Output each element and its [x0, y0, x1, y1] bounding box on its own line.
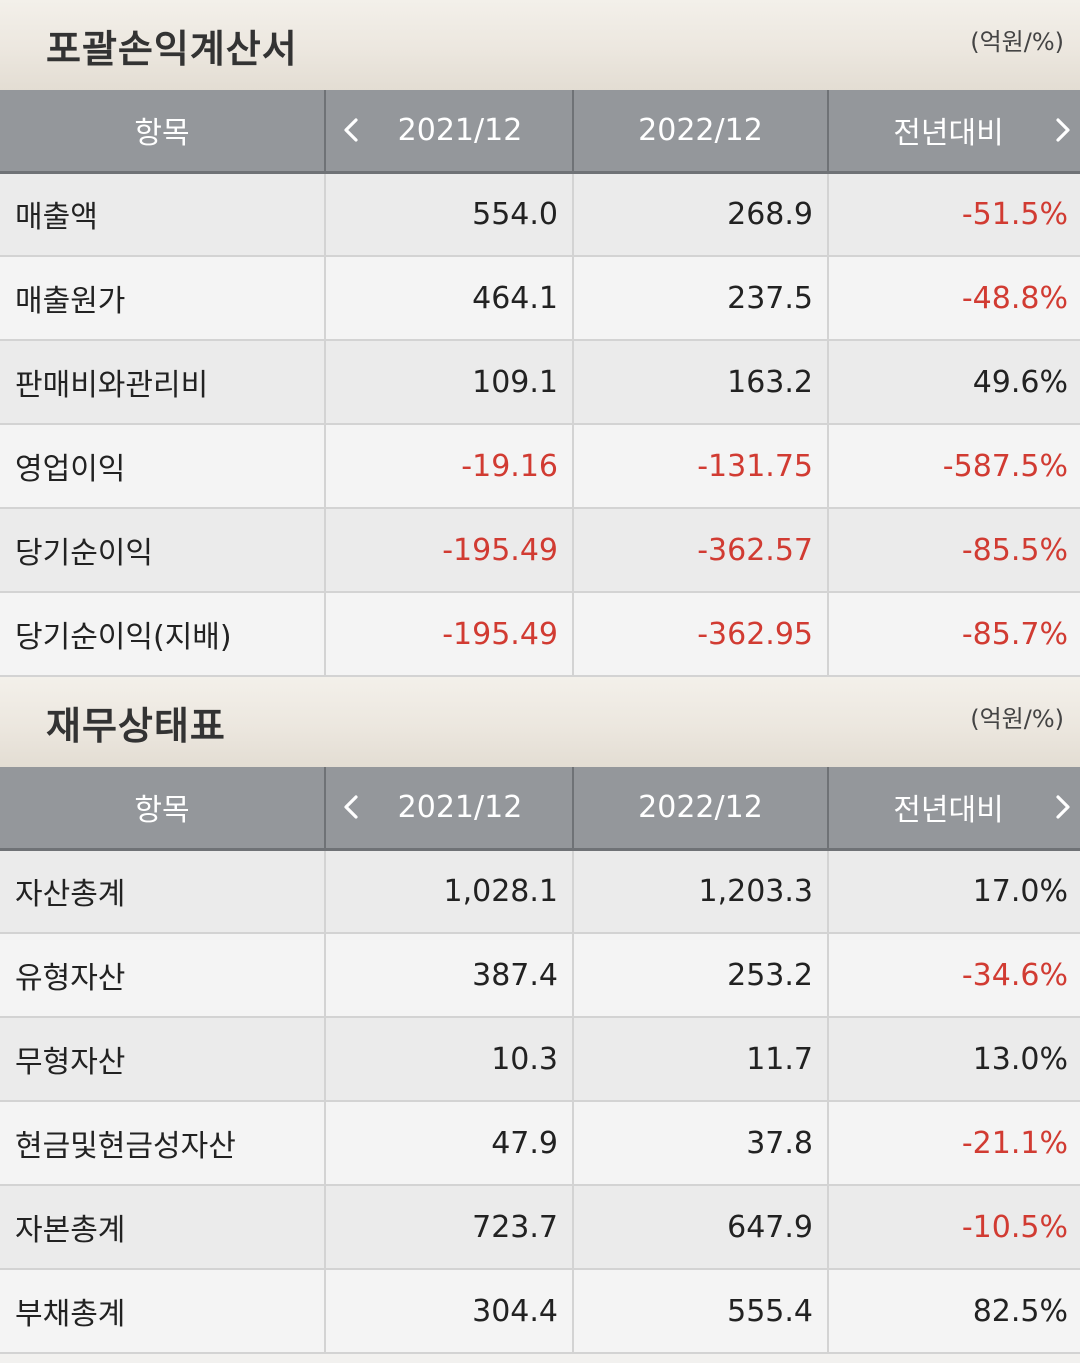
- row-label: 당기순이익(지배): [0, 592, 326, 677]
- income-table: 항목 2021/12 2022/12 전년대비: [0, 90, 1080, 677]
- value-2021: 554.0: [325, 172, 574, 257]
- value-yoy: -48.8%: [828, 256, 1080, 341]
- value-yoy: -10.5%: [828, 1185, 1080, 1270]
- value-2022: 11.7: [573, 1017, 829, 1102]
- value-2022: -362.95: [573, 592, 829, 677]
- value-2022: -131.75: [573, 424, 829, 509]
- income-unit-label: (억원/%): [970, 28, 1064, 56]
- row-label: 무형자산: [0, 1017, 326, 1102]
- income-table-body: 매출액 554.0 268.9 -51.5% 매출원가 464.1 237.5 -48.8% 판…: [0, 172, 1080, 677]
- income-header-yoy: 전년대비: [828, 90, 1080, 174]
- header-label: 2022/12: [638, 789, 763, 825]
- value-2022: 647.9: [573, 1185, 829, 1270]
- income-header-2021: 2021/12: [325, 90, 574, 174]
- chevron-left-icon[interactable]: [340, 792, 362, 822]
- value-yoy: -51.5%: [828, 172, 1080, 257]
- income-section-header: 포괄손익계산서 (억원/%): [0, 0, 1080, 90]
- table-row: 무형자산 10.3 11.7 13.0%: [0, 1017, 1080, 1102]
- row-label: 자산총계: [0, 849, 326, 934]
- value-yoy: -21.1%: [828, 1101, 1080, 1186]
- table-row: 영업이익 -19.16 -131.75 -587.5%: [0, 424, 1080, 509]
- value-2021: -19.16: [325, 424, 574, 509]
- row-label: 유형자산: [0, 933, 326, 1018]
- table-row: 당기순이익 -195.49 -362.57 -85.5%: [0, 508, 1080, 593]
- income-header-item: 항목: [0, 90, 326, 174]
- value-2022: 237.5: [573, 256, 829, 341]
- value-yoy: -85.7%: [828, 592, 1080, 677]
- value-2021: 723.7: [325, 1185, 574, 1270]
- row-label: 당기순이익: [0, 508, 326, 593]
- balance-table: 항목 2021/12 2022/12 전년대비: [0, 767, 1080, 1354]
- balance-header-yoy: 전년대비: [828, 767, 1080, 851]
- table-row: 유형자산 387.4 253.2 -34.6%: [0, 933, 1080, 1018]
- balance-header-2021: 2021/12: [325, 767, 574, 851]
- row-label: 매출액: [0, 172, 326, 257]
- income-section-title: 포괄손익계산서: [46, 27, 298, 71]
- value-2022: 253.2: [573, 933, 829, 1018]
- balance-header-2022: 2022/12: [573, 767, 829, 851]
- balance-header-item: 항목: [0, 767, 326, 851]
- value-2021: 387.4: [325, 933, 574, 1018]
- balance-unit-label: (억원/%): [970, 705, 1064, 733]
- value-2021: 10.3: [325, 1017, 574, 1102]
- value-2021: -195.49: [325, 592, 574, 677]
- value-yoy: 82.5%: [828, 1269, 1080, 1354]
- value-2021: -195.49: [325, 508, 574, 593]
- header-label: 2021/12: [397, 789, 523, 825]
- table-row: 자본총계 723.7 647.9 -10.5%: [0, 1185, 1080, 1270]
- balance-section-title: 재무상태표: [46, 704, 226, 748]
- row-label: 현금및현금성자산: [0, 1101, 326, 1186]
- value-2021: 1,028.1: [325, 849, 574, 934]
- table-row: 매출원가 464.1 237.5 -48.8%: [0, 256, 1080, 341]
- table-row: 당기순이익(지배) -195.49 -362.95 -85.7%: [0, 592, 1080, 677]
- table-row: 판매비와관리비 109.1 163.2 49.6%: [0, 340, 1080, 425]
- value-yoy: 49.6%: [828, 340, 1080, 425]
- row-label: 영업이익: [0, 424, 326, 509]
- value-2021: 47.9: [325, 1101, 574, 1186]
- table-row: 자산총계 1,028.1 1,203.3 17.0%: [0, 849, 1080, 934]
- value-yoy: -85.5%: [828, 508, 1080, 593]
- value-2022: 37.8: [573, 1101, 829, 1186]
- value-2022: 268.9: [573, 172, 829, 257]
- value-2022: -362.57: [573, 508, 829, 593]
- header-label: 전년대비: [893, 116, 1004, 152]
- value-2021: 464.1: [325, 256, 574, 341]
- chevron-right-icon[interactable]: [1052, 792, 1074, 822]
- value-2021: 109.1: [325, 340, 574, 425]
- balance-header-row: 항목 2021/12 2022/12 전년대비: [0, 767, 1080, 851]
- table-row: 현금및현금성자산 47.9 37.8 -21.1%: [0, 1101, 1080, 1186]
- header-label: 전년대비: [893, 793, 1004, 829]
- row-label: 판매비와관리비: [0, 340, 326, 425]
- value-yoy: -587.5%: [828, 424, 1080, 509]
- header-label: 항목: [134, 116, 190, 152]
- chevron-left-icon[interactable]: [340, 115, 362, 145]
- row-label: 자본총계: [0, 1185, 326, 1270]
- value-yoy: -34.6%: [828, 933, 1080, 1018]
- table-row: 매출액 554.0 268.9 -51.5%: [0, 172, 1080, 257]
- chevron-right-icon[interactable]: [1052, 115, 1074, 145]
- value-2021: 304.4: [325, 1269, 574, 1354]
- value-2022: 163.2: [573, 340, 829, 425]
- header-label: 항목: [134, 793, 190, 829]
- table-row: 부채총계 304.4 555.4 82.5%: [0, 1269, 1080, 1354]
- income-header-row: 항목 2021/12 2022/12 전년대비: [0, 90, 1080, 174]
- header-label: 2022/12: [638, 112, 763, 148]
- header-label: 2021/12: [397, 112, 523, 148]
- value-2022: 555.4: [573, 1269, 829, 1354]
- balance-table-body: 자산총계 1,028.1 1,203.3 17.0% 유형자산 387.4 253.2 -34…: [0, 849, 1080, 1354]
- income-header-2022: 2022/12: [573, 90, 829, 174]
- value-yoy: 17.0%: [828, 849, 1080, 934]
- balance-section-header: 재무상태표 (억원/%): [0, 677, 1080, 767]
- value-2022: 1,203.3: [573, 849, 829, 934]
- row-label: 부채총계: [0, 1269, 326, 1354]
- value-yoy: 13.0%: [828, 1017, 1080, 1102]
- row-label: 매출원가: [0, 256, 326, 341]
